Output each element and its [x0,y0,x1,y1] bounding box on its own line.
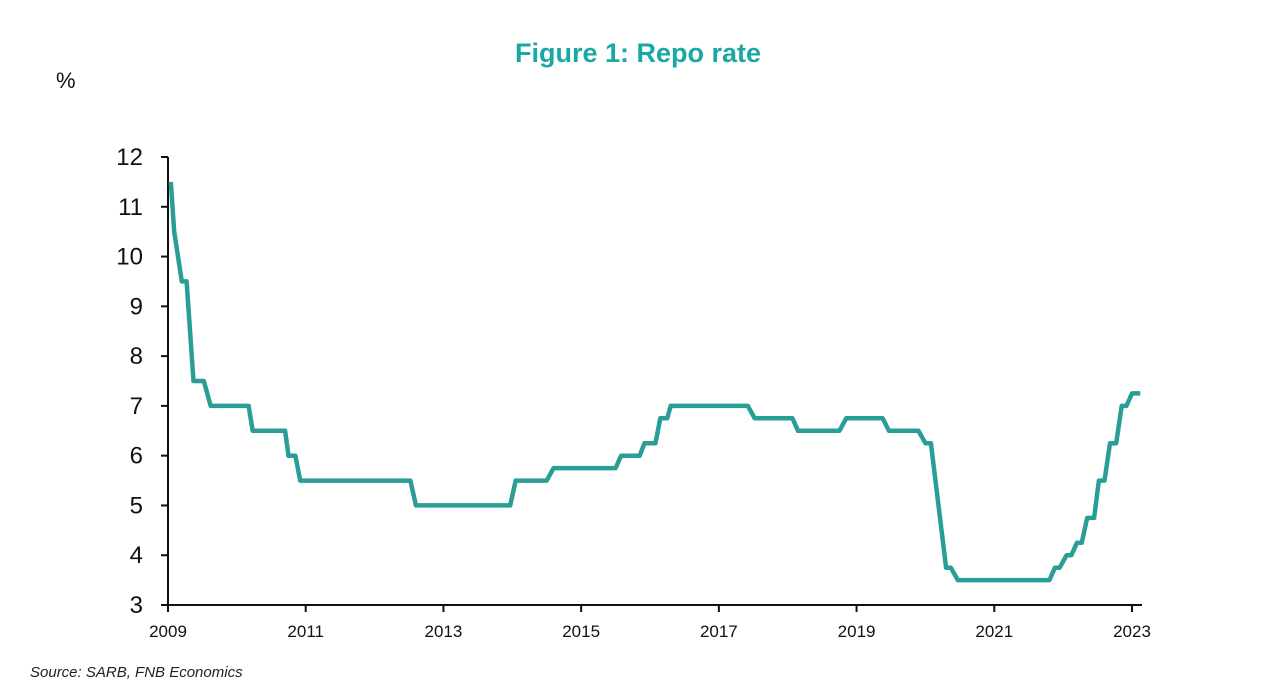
y-unit-label: % [56,68,76,93]
x-tick-label: 2009 [149,622,187,641]
series-group [168,181,1141,583]
x-tick-label: 2017 [700,622,738,641]
y-tick-label: 11 [118,194,143,221]
y-tick-label: 4 [130,542,143,569]
y-tick-label: 8 [130,343,143,370]
y-axis-ticks: 3 4 5 6 7 8 9 10 11 12 [116,144,168,619]
x-tick-label: 2011 [287,622,324,641]
y-tick-label: 9 [130,293,143,320]
y-tick-label: 6 [130,443,143,470]
y-tick-label: 7 [130,393,143,420]
y-tick-label: 3 [130,592,143,619]
x-tick-label: 2015 [562,622,600,641]
x-axis-ticks: 2009 2011 2013 2015 2017 2019 2021 2023 [149,605,1151,641]
y-tick-label: 5 [130,492,143,519]
axes [167,157,1142,606]
y-tick-label: 10 [116,244,143,271]
series-line-0 [168,181,1141,583]
source-note: Source: SARB, FNB Economics [30,664,243,681]
chart-title: Figure 1: Repo rate [514,38,762,68]
x-tick-label: 2019 [838,622,876,641]
y-tick-label: 12 [116,144,143,171]
x-tick-label: 2023 [1113,622,1151,641]
x-tick-label: 2013 [425,622,463,641]
x-tick-label: 2021 [975,622,1013,641]
